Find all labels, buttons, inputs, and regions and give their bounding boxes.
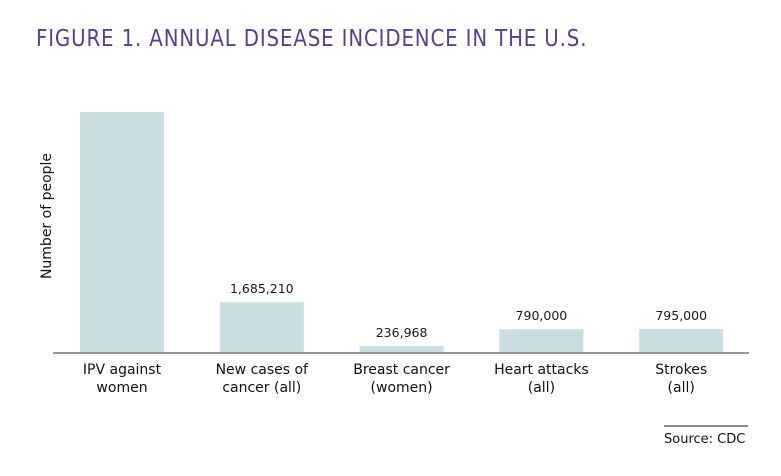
value-label-3: 790,000 <box>516 308 568 323</box>
category-label-4: Strokes (all) <box>655 362 707 396</box>
value-labels-group: 1,685,210 236,968 790,000 795,000 <box>230 281 707 340</box>
value-label-1: 1,685,210 <box>230 281 294 296</box>
bars-group <box>80 112 724 353</box>
category-label-3: Heart attacks (all) <box>494 362 589 396</box>
source-note: Source: CDC <box>664 432 746 447</box>
value-label-2: 236,968 <box>376 325 428 340</box>
bar-4 <box>639 329 724 353</box>
bar-1 <box>219 302 304 353</box>
value-label-4: 795,000 <box>655 308 707 323</box>
source-divider <box>664 425 748 427</box>
bar-0 <box>80 112 164 353</box>
category-label-2: Breast cancer (women) <box>353 362 450 396</box>
category-label-1: New cases of cancer (all) <box>216 362 309 396</box>
category-labels-group: IPV against women New cases of cancer (all)… <box>83 362 707 396</box>
category-label-0: IPV against women <box>83 362 162 396</box>
bar-3 <box>499 329 584 353</box>
bar-2 <box>359 345 444 353</box>
chart-title: FIGURE 1. ANNUAL DISEASE INCIDENCE IN TH… <box>36 26 588 52</box>
y-axis-label: Number of people <box>39 153 55 279</box>
